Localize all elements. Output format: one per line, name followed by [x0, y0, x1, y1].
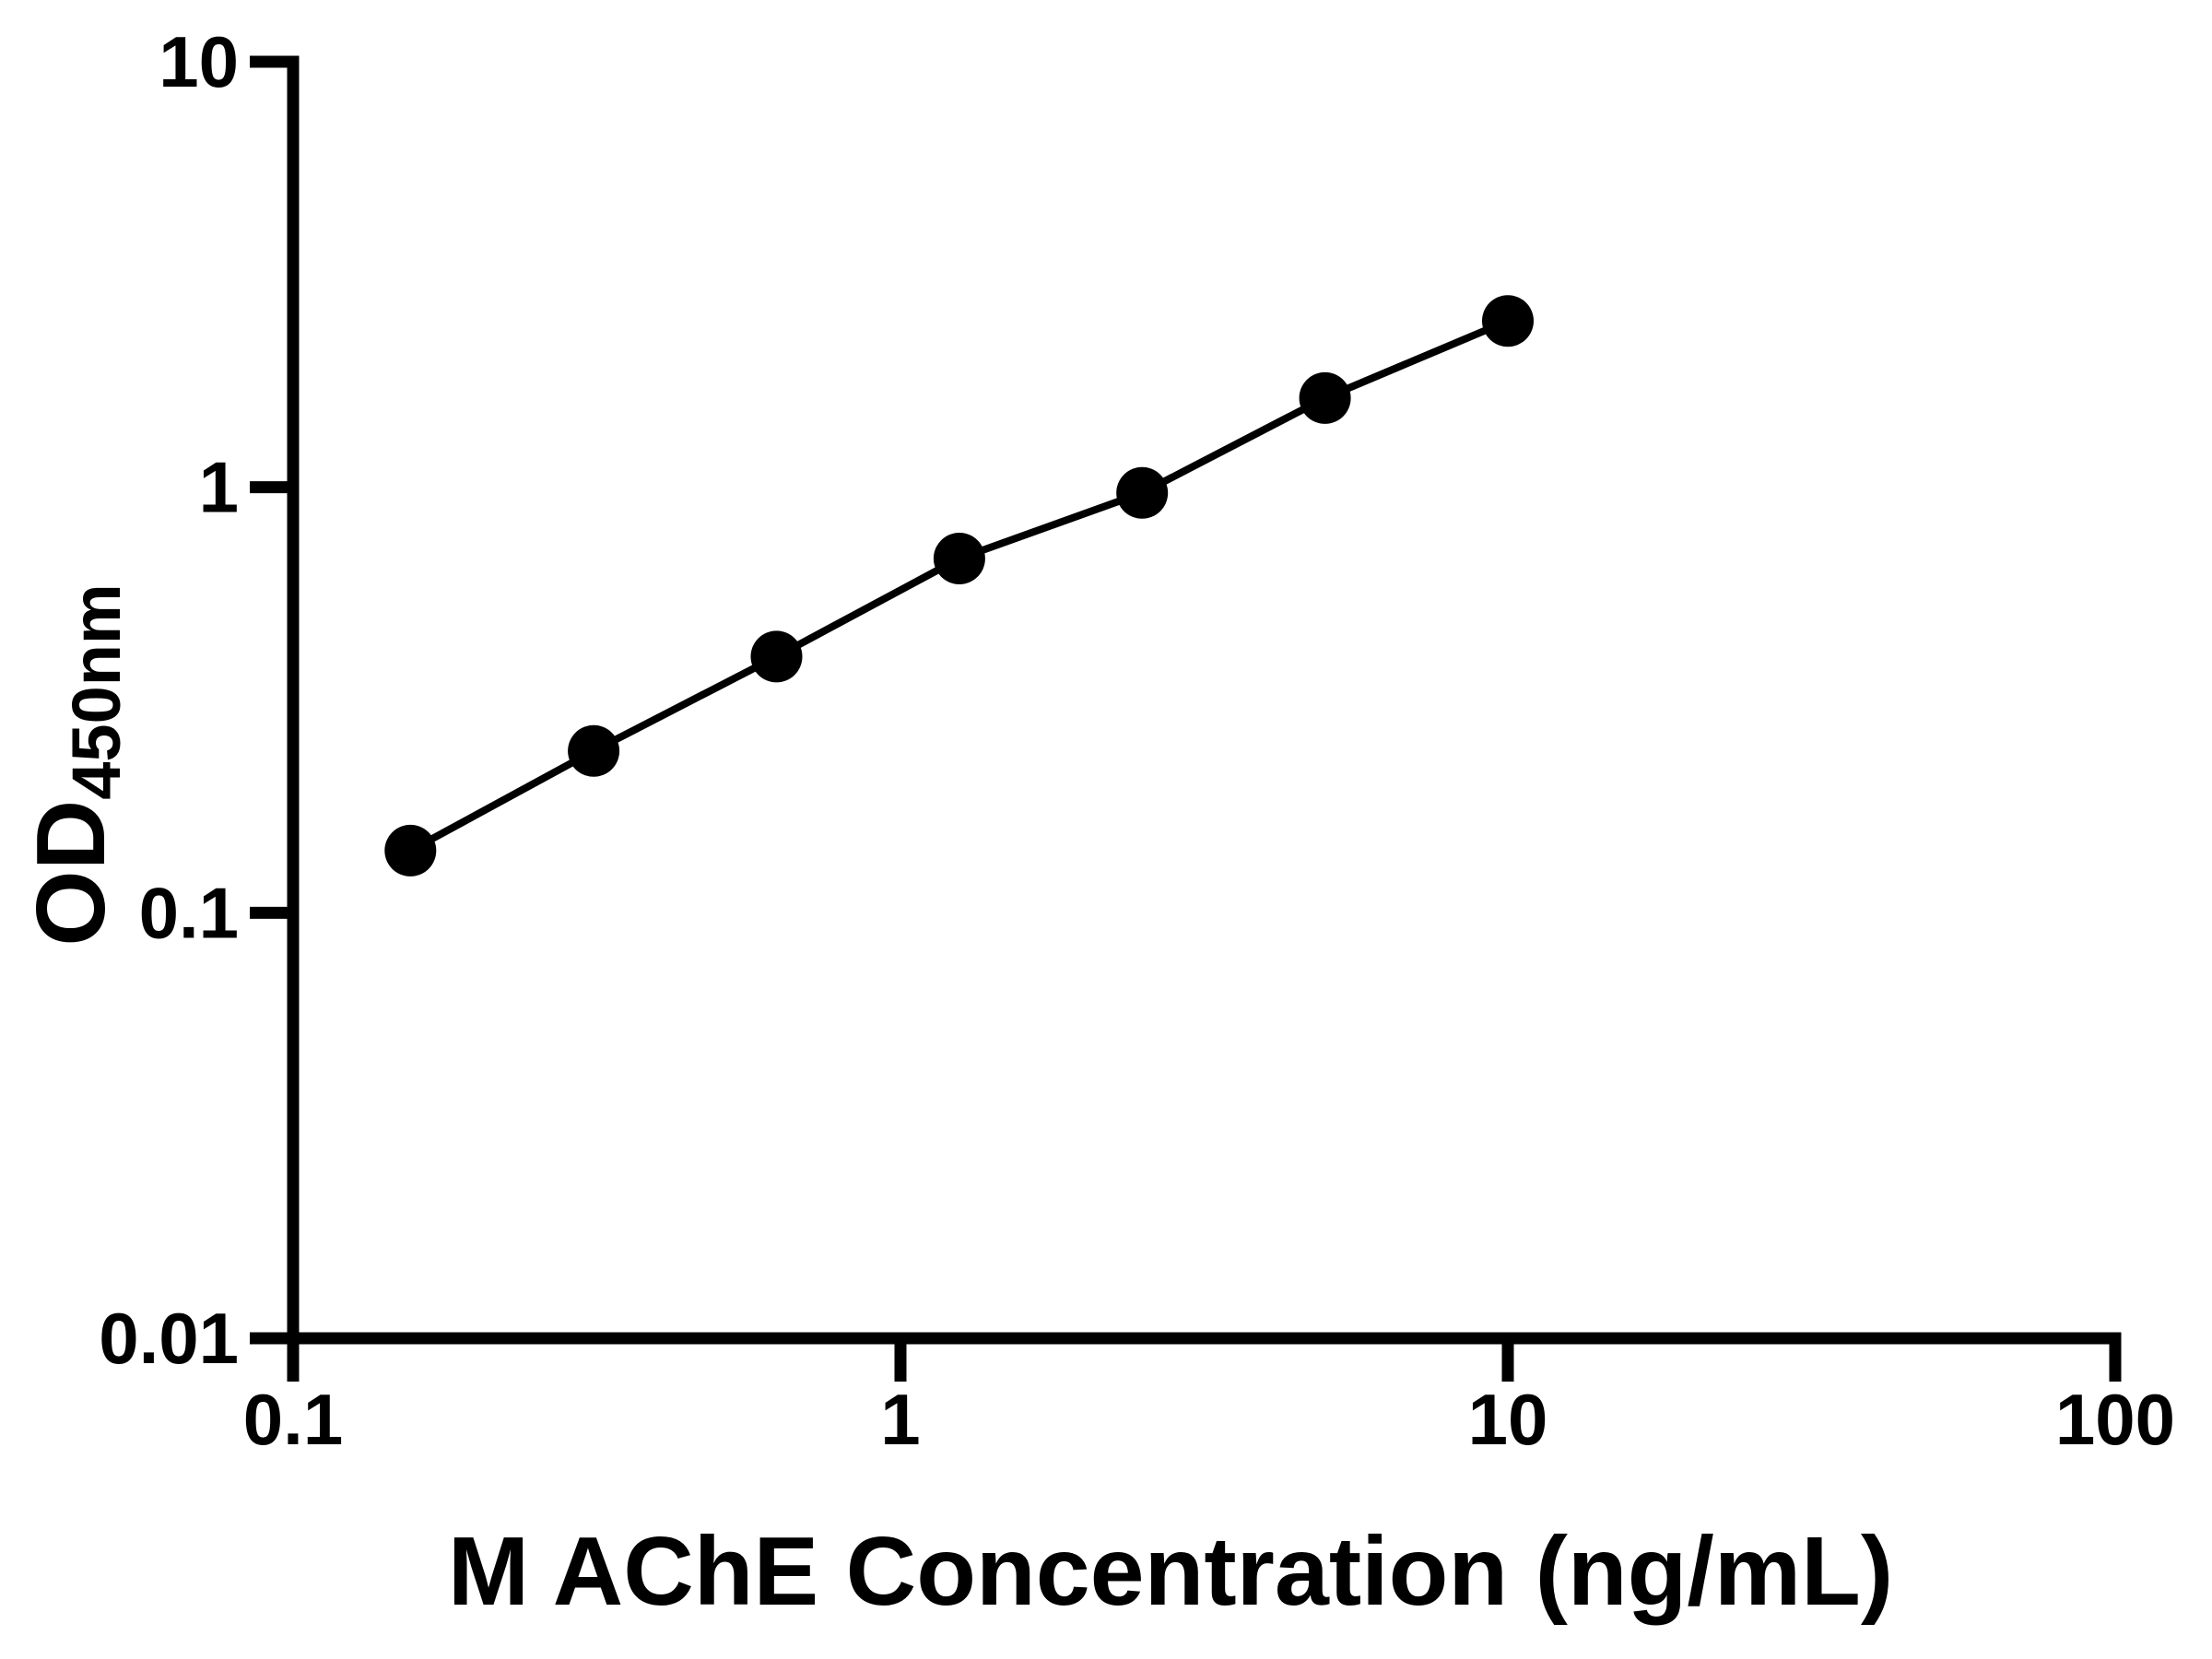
data-point-4 [933, 533, 985, 584]
data-point-5 [1116, 466, 1169, 519]
y-axis-title-main: OD [17, 799, 125, 947]
x-axis-tick-label-100: 100 [2055, 1379, 2175, 1460]
data-point-3 [750, 630, 803, 683]
x-axis-tick-label-0.1: 0.1 [243, 1379, 343, 1460]
data-point-6 [1299, 371, 1351, 424]
y-axis-tick-label-1: 1 [199, 447, 239, 528]
y-axis-tick-label-10: 10 [159, 21, 239, 102]
data-point-2 [568, 724, 620, 777]
x-axis-title: M AChE Concentration (ng/mL) [447, 1517, 1894, 1626]
y-axis-title: OD450nm [16, 488, 135, 1041]
data-point-7 [1482, 295, 1534, 347]
x-axis-tick-label-1: 1 [880, 1379, 920, 1460]
x-axis-tick-label-10: 10 [1468, 1379, 1548, 1460]
y-axis-title-subscript: 450nm [58, 583, 135, 800]
data-point-1 [384, 824, 437, 877]
y-axis-tick-label-0.1: 0.1 [139, 872, 239, 953]
y-axis-tick-label-0.01: 0.01 [99, 1298, 239, 1379]
axis-frame [250, 55, 2122, 1382]
